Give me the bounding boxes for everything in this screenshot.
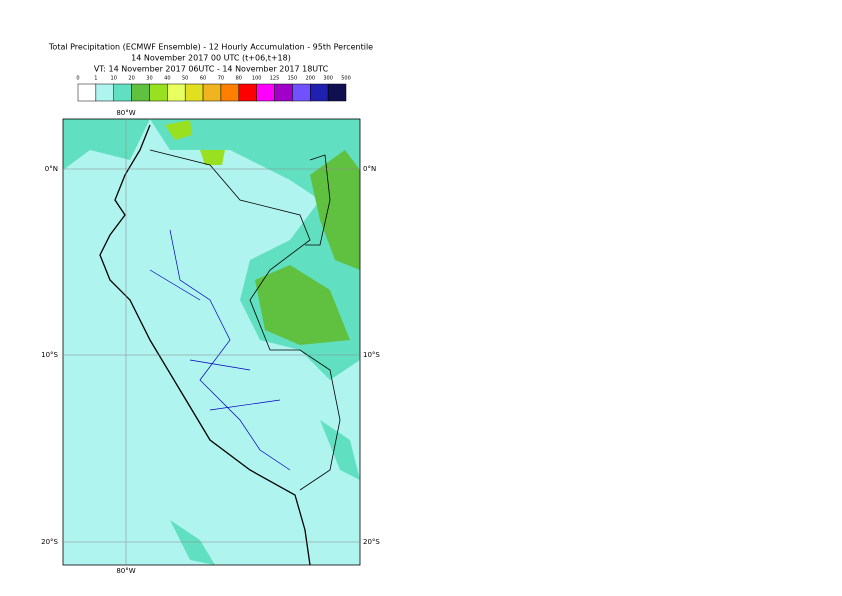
- lon-label: 80°W: [116, 567, 135, 575]
- legend-swatch: [310, 83, 329, 102]
- legend-swatch: [327, 83, 347, 102]
- legend-label: 50: [182, 76, 188, 82]
- legend-label: 125: [270, 76, 280, 82]
- lat-label: 20°S: [363, 538, 380, 546]
- map: [62, 118, 361, 566]
- legend-swatch: [149, 83, 168, 102]
- legend-label: 500: [341, 76, 351, 82]
- region-border: [149, 229, 291, 471]
- legend-label: 1: [94, 76, 97, 82]
- lon-label: 80°W: [116, 109, 135, 117]
- legend-label: 100: [252, 76, 262, 82]
- legend-label: 0: [76, 76, 79, 82]
- legend-swatch: [113, 83, 132, 102]
- title-line: 14 November 2017 00 UTC (t+06,t+18): [131, 54, 291, 63]
- legend-swatch: [184, 83, 204, 102]
- legend-label: 70: [218, 76, 224, 82]
- lat-label: 0°N: [45, 165, 58, 173]
- legend-swatch: [167, 83, 186, 102]
- legend-label: 30: [146, 76, 152, 82]
- legend-label: 80: [236, 76, 242, 82]
- legend-swatch: [238, 83, 257, 102]
- coastline: [99, 124, 311, 566]
- lat-label: 0°N: [363, 165, 376, 173]
- legend-label: 10: [111, 76, 117, 82]
- legend-swatch: [77, 83, 97, 102]
- legend-label: 150: [288, 76, 298, 82]
- legend-swatch: [292, 83, 311, 102]
- precip-area: [200, 150, 225, 165]
- title-line: Total Precipitation (ECMWF Ensemble) - 1…: [48, 43, 373, 52]
- precip-area: [63, 119, 150, 170]
- lat-label: 10°S: [41, 351, 58, 359]
- legend-label: 60: [200, 76, 206, 82]
- legend-swatch: [202, 83, 222, 102]
- precip-area: [255, 265, 350, 345]
- lat-label: 20°S: [41, 538, 58, 546]
- border: [149, 149, 341, 491]
- title-line: VT: 14 November 2017 06UTC - 14 November…: [94, 65, 329, 74]
- legend-swatch: [95, 83, 114, 102]
- legend-label: 20: [128, 76, 134, 82]
- lat-label: 10°S: [363, 351, 380, 359]
- precip-area: [165, 120, 192, 140]
- legend-swatch: [220, 83, 240, 102]
- precip-area: [320, 420, 360, 480]
- legend-swatch: [274, 83, 293, 102]
- legend-label: 300: [323, 76, 333, 82]
- legend-label: 40: [164, 76, 170, 82]
- map-frame: [62, 118, 361, 566]
- border: [305, 154, 331, 246]
- precip-area: [310, 150, 360, 270]
- precip-area: [170, 520, 215, 565]
- legend-swatch: [131, 83, 150, 102]
- legend-swatch: [256, 83, 275, 102]
- legend-label: 200: [305, 76, 315, 82]
